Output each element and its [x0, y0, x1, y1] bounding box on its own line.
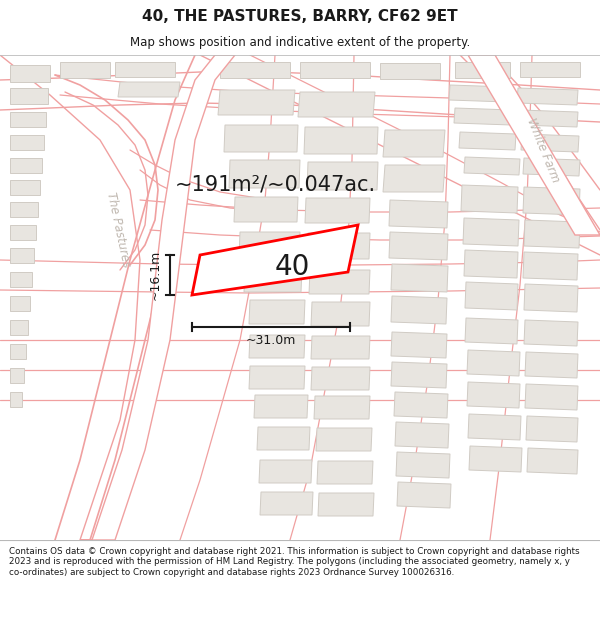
Polygon shape: [80, 55, 235, 540]
Polygon shape: [318, 493, 374, 516]
Polygon shape: [224, 125, 298, 152]
Text: Contains OS data © Crown copyright and database right 2021. This information is : Contains OS data © Crown copyright and d…: [9, 547, 580, 577]
Polygon shape: [244, 268, 302, 292]
Polygon shape: [467, 382, 520, 408]
Polygon shape: [468, 55, 600, 235]
Polygon shape: [60, 62, 110, 78]
Polygon shape: [391, 362, 447, 388]
Polygon shape: [464, 250, 518, 278]
Polygon shape: [383, 165, 445, 192]
Polygon shape: [395, 422, 449, 448]
Text: ~16.1m: ~16.1m: [149, 250, 162, 300]
Text: ~191m²/~0.047ac.: ~191m²/~0.047ac.: [175, 175, 376, 195]
Polygon shape: [10, 296, 30, 311]
Polygon shape: [449, 85, 508, 102]
Polygon shape: [397, 482, 451, 508]
Polygon shape: [455, 62, 510, 78]
Polygon shape: [257, 427, 310, 450]
Polygon shape: [300, 62, 370, 78]
Text: The Pastures: The Pastures: [104, 191, 133, 269]
Polygon shape: [316, 428, 372, 451]
Polygon shape: [524, 284, 578, 312]
Polygon shape: [520, 62, 580, 77]
Polygon shape: [527, 448, 578, 474]
Polygon shape: [10, 368, 24, 383]
Polygon shape: [254, 395, 308, 418]
Polygon shape: [10, 320, 28, 335]
Polygon shape: [391, 332, 447, 358]
Polygon shape: [229, 160, 300, 188]
Polygon shape: [10, 180, 40, 195]
Polygon shape: [523, 158, 580, 176]
Polygon shape: [192, 225, 358, 295]
Polygon shape: [389, 232, 448, 260]
Polygon shape: [234, 197, 298, 222]
Polygon shape: [118, 82, 180, 97]
Polygon shape: [10, 225, 36, 240]
Polygon shape: [463, 218, 519, 246]
Polygon shape: [309, 270, 370, 294]
Polygon shape: [307, 162, 378, 190]
Polygon shape: [465, 318, 518, 344]
Polygon shape: [317, 461, 373, 484]
Text: White Farm: White Farm: [524, 116, 562, 184]
Polygon shape: [383, 130, 445, 157]
Polygon shape: [10, 248, 34, 263]
Polygon shape: [380, 63, 440, 79]
Polygon shape: [249, 335, 305, 358]
Polygon shape: [298, 92, 375, 117]
Polygon shape: [10, 392, 22, 407]
Polygon shape: [10, 135, 44, 150]
Polygon shape: [260, 492, 313, 515]
Polygon shape: [465, 282, 518, 310]
Polygon shape: [519, 110, 578, 127]
Text: 40, THE PASTURES, BARRY, CF62 9ET: 40, THE PASTURES, BARRY, CF62 9ET: [142, 9, 458, 24]
Polygon shape: [10, 272, 32, 287]
Polygon shape: [311, 336, 370, 359]
Polygon shape: [524, 320, 578, 346]
Text: Map shows position and indicative extent of the property.: Map shows position and indicative extent…: [130, 36, 470, 49]
Polygon shape: [10, 65, 50, 82]
Polygon shape: [239, 232, 300, 258]
Polygon shape: [218, 90, 295, 115]
Polygon shape: [115, 62, 175, 77]
Polygon shape: [525, 352, 578, 378]
Text: 40: 40: [275, 253, 310, 281]
Text: ~31.0m: ~31.0m: [246, 334, 296, 348]
Polygon shape: [524, 220, 580, 248]
Polygon shape: [454, 108, 512, 125]
Polygon shape: [305, 198, 370, 223]
Polygon shape: [517, 88, 578, 105]
Polygon shape: [311, 302, 370, 326]
Polygon shape: [307, 233, 370, 259]
Polygon shape: [259, 460, 312, 483]
Polygon shape: [521, 134, 579, 152]
Polygon shape: [525, 384, 578, 410]
Polygon shape: [391, 296, 447, 324]
Polygon shape: [220, 62, 290, 78]
Polygon shape: [249, 366, 305, 389]
Polygon shape: [467, 350, 520, 376]
Polygon shape: [311, 367, 370, 390]
Polygon shape: [523, 187, 580, 215]
Polygon shape: [391, 264, 448, 292]
Polygon shape: [10, 88, 48, 104]
Polygon shape: [394, 392, 448, 418]
Polygon shape: [10, 202, 38, 217]
Polygon shape: [526, 416, 578, 442]
Polygon shape: [10, 344, 26, 359]
Polygon shape: [304, 127, 378, 154]
Polygon shape: [10, 112, 46, 127]
Polygon shape: [469, 446, 522, 472]
Polygon shape: [10, 158, 42, 173]
Polygon shape: [459, 132, 516, 150]
Polygon shape: [314, 396, 370, 419]
Polygon shape: [396, 452, 450, 478]
Polygon shape: [249, 300, 305, 324]
Polygon shape: [523, 252, 578, 280]
Polygon shape: [389, 200, 448, 228]
Polygon shape: [468, 414, 521, 440]
Polygon shape: [461, 185, 518, 213]
Polygon shape: [464, 157, 520, 175]
